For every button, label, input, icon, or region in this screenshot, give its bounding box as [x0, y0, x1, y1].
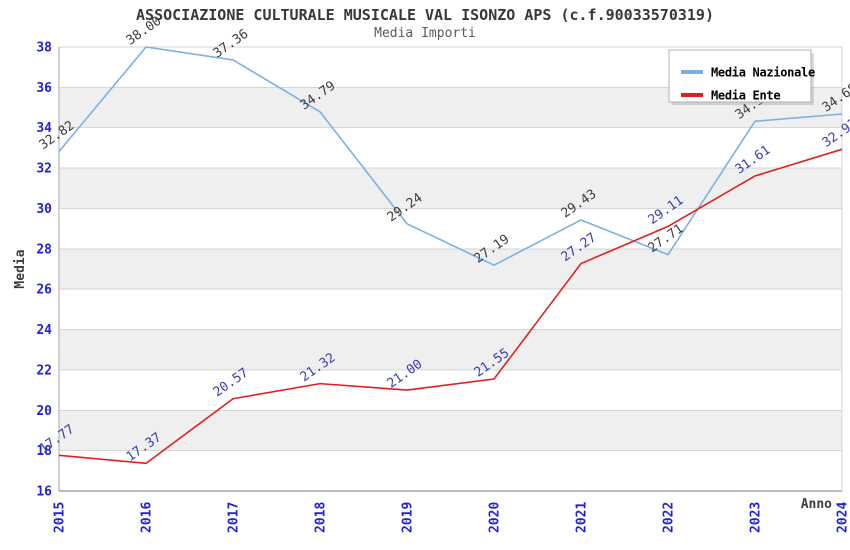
data-label: 37.36 — [211, 27, 252, 62]
plot-band — [59, 248, 842, 290]
x-tick-label: 2017 — [227, 502, 242, 533]
y-tick-label: 20 — [36, 404, 52, 419]
y-tick-label: 18 — [36, 444, 52, 459]
y-tick-label: 38 — [36, 41, 52, 56]
x-tick-label: 2023 — [749, 502, 764, 533]
plot-band — [59, 329, 842, 370]
legend-label-media-ente: Media Ente — [711, 89, 780, 103]
y-tick-label: 34 — [36, 121, 52, 136]
x-axis-title: Anno — [801, 497, 832, 512]
y-tick-label: 22 — [36, 363, 52, 378]
plot-band — [59, 410, 842, 451]
series-line-media-nazionale — [58, 46, 843, 266]
data-label: 38.00 — [124, 14, 165, 49]
x-tick-label: 2022 — [662, 502, 677, 533]
y-axis-title: Media — [13, 249, 28, 288]
chart-title: ASSOCIAZIONE CULTURALE MUSICALE VAL ISON… — [136, 6, 714, 24]
data-label: 20.57 — [211, 366, 252, 401]
y-tick-label: 30 — [36, 202, 52, 217]
y-tick-label: 16 — [36, 485, 52, 500]
x-tick-label: 2024 — [836, 502, 850, 533]
y-tick-label: 32 — [36, 162, 52, 177]
plot-band — [59, 168, 842, 209]
y-tick-label: 36 — [36, 81, 52, 96]
y-tick-label: 28 — [36, 242, 52, 257]
x-tick-label: 2020 — [488, 502, 503, 533]
legend — [668, 49, 812, 103]
x-tick-label: 2018 — [314, 502, 329, 533]
y-tick-label: 26 — [36, 283, 52, 298]
x-tick-label: 2019 — [401, 502, 416, 533]
x-tick-label: 2015 — [53, 502, 68, 533]
y-tick-label: 24 — [36, 323, 52, 338]
chart-subtitle: Media Importi — [374, 26, 476, 41]
x-tick-label: 2021 — [575, 502, 590, 533]
series-line-media-ente — [58, 148, 843, 465]
x-tick-label: 2016 — [140, 502, 155, 533]
legend-label-media-nazionale: Media Nazionale — [711, 66, 815, 80]
